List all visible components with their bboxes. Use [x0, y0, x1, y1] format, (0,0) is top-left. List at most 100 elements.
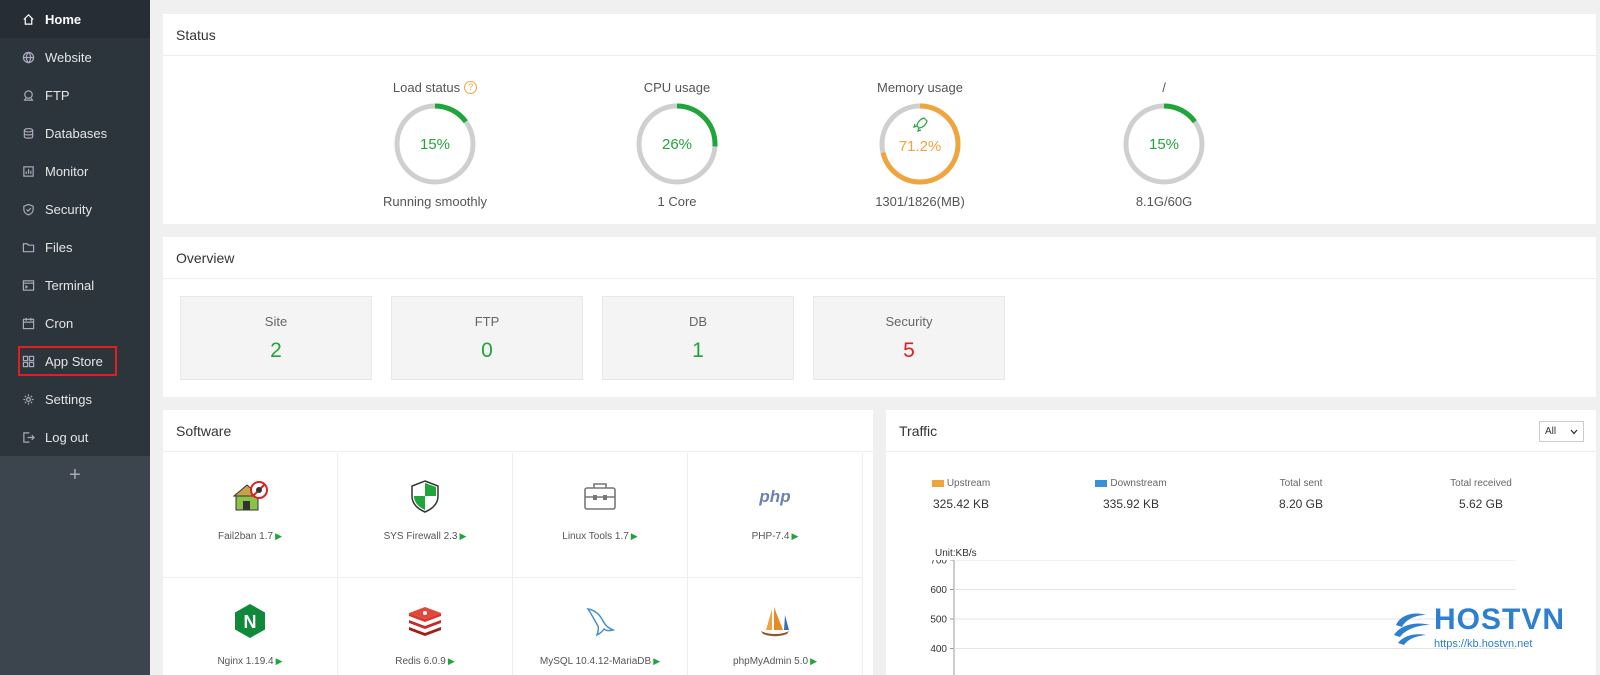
globe-icon	[22, 51, 35, 63]
sidebar-item-terminal[interactable]: Terminal	[0, 266, 150, 304]
play-arrow-icon[interactable]: ▶	[275, 531, 282, 541]
software-linux-tools[interactable]: Linux Tools 1.7 ▶	[513, 453, 688, 578]
grid-icon	[22, 355, 35, 367]
software-name: Redis 6.0.9	[395, 656, 446, 667]
overview-label: Security	[885, 314, 933, 329]
traffic-stat-label: Total sent	[1279, 478, 1323, 489]
gauge-cpu-usage[interactable]: CPU usage 26% 1 Core	[607, 78, 747, 209]
overview-panel-title: Overview	[163, 237, 1596, 279]
downstream-swatch	[1095, 480, 1108, 487]
gauge-disk-root[interactable]: / 15% 8.1G/60G	[1094, 78, 1234, 209]
sidebar-menu: Home Website FTP Databases Monitor Secur…	[0, 0, 150, 456]
hostvn-watermark: HOSTVN https://kb.hostvn.net	[1390, 603, 1590, 655]
sidebar-item-label: Cron	[45, 315, 74, 331]
overview-db[interactable]: DB 1	[602, 296, 794, 380]
gauge-value: 15%	[1149, 136, 1179, 153]
traffic-stat-label: Upstream	[946, 478, 991, 489]
gauge-load-status[interactable]: Load status ? 15% Running smoothly	[365, 78, 505, 210]
traffic-stat-value: 325.42 KB	[932, 497, 990, 511]
sidebar-item-label: Settings	[45, 391, 92, 407]
traffic-chart: 700 600 500 400	[930, 560, 1516, 675]
help-question-icon[interactable]: ?	[464, 80, 478, 94]
svg-text:N: N	[244, 612, 257, 632]
software-php[interactable]: php PHP-7.4 ▶	[688, 453, 863, 578]
ftp-icon	[23, 89, 34, 101]
play-arrow-icon[interactable]: ▶	[810, 656, 817, 666]
play-arrow-icon[interactable]: ▶	[447, 656, 455, 666]
traffic-stat-value: 335.92 KB	[1102, 497, 1160, 511]
software-phpmyadmin[interactable]: phpMyAdmin 5.0 ▶	[688, 578, 863, 675]
overview-security[interactable]: Security 5	[813, 296, 1005, 380]
gauge-label: /	[1162, 79, 1166, 95]
overview-label: DB	[688, 314, 708, 329]
sidebar-item-label: Website	[45, 49, 92, 65]
calendar-icon	[22, 317, 35, 329]
sidebar-item-databases[interactable]: Databases	[0, 114, 150, 152]
traffic-total-sent: Total sent 8.20 GB	[1226, 478, 1376, 511]
upstream-swatch	[931, 480, 944, 487]
gauge-label: CPU usage	[643, 79, 711, 95]
sidebar-item-app-store[interactable]: App Store	[0, 342, 150, 380]
sidebar-item-monitor[interactable]: Monitor	[0, 152, 150, 190]
sidebar-item-security[interactable]: Security	[0, 190, 150, 228]
logout-icon	[23, 431, 35, 443]
software-redis[interactable]: Redis 6.0.9 ▶	[338, 578, 513, 675]
play-arrow-icon[interactable]: ▶	[459, 531, 467, 541]
software-panel: Software Fail2ban 1.7 ▶ SYS Firewall 2.3 ▶	[163, 410, 873, 675]
gauge-sub: 1301/1826(MB)	[875, 194, 965, 209]
sidebar-item-label: Security	[45, 201, 92, 217]
overview-ftp[interactable]: FTP 0	[391, 296, 583, 380]
sidebar-item-label: Databases	[45, 125, 108, 141]
gauge-sub: 8.1G/60G	[1135, 194, 1193, 209]
home-icon	[23, 13, 34, 25]
traffic-downstream: Downstream 335.92 KB	[1056, 478, 1206, 511]
gauge-value: 15%	[420, 136, 450, 153]
software-panel-title: Software	[163, 410, 873, 452]
traffic-filter-select[interactable]: All	[1539, 421, 1584, 442]
chart-unit-label: Unit:KB/s	[935, 548, 977, 559]
software-sys-firewall[interactable]: SYS Firewall 2.3 ▶	[338, 453, 513, 578]
play-arrow-icon[interactable]: ▶	[275, 656, 283, 666]
overview-site[interactable]: Site 2	[180, 296, 372, 380]
software-fail2ban[interactable]: Fail2ban 1.7 ▶	[163, 453, 338, 578]
play-arrow-icon[interactable]: ▶	[630, 531, 638, 541]
sidebar-item-log-out[interactable]: Log out	[0, 418, 150, 456]
status-panel-title: Status	[163, 14, 1596, 56]
overview-label: Site	[264, 314, 288, 329]
y-tick-label: 700	[930, 560, 947, 567]
php-icon: php	[758, 487, 790, 506]
traffic-panel-title: Traffic	[886, 410, 1596, 452]
sidebar-item-label: Monitor	[45, 163, 89, 179]
traffic-total-received: Total received 5.62 GB	[1406, 478, 1556, 511]
gauge-label: Memory usage	[877, 79, 963, 95]
gauge-memory-usage[interactable]: Memory usage 71.2% 1301/1826(MB)	[850, 78, 990, 210]
gauge-sub: 1 Core	[657, 194, 697, 209]
traffic-stat-value: 5.62 GB	[1458, 497, 1504, 511]
y-tick-label: 600	[930, 585, 947, 596]
sidebar-item-home[interactable]: Home	[0, 0, 150, 38]
sidebar-item-website[interactable]: Website	[0, 38, 150, 76]
folder-icon	[22, 242, 35, 252]
sidebar-item-ftp[interactable]: FTP	[0, 76, 150, 114]
add-menu-button[interactable]: +	[69, 463, 81, 486]
software-mysql[interactable]: MySQL 10.4.12-MariaDB ▶	[513, 578, 688, 675]
play-arrow-icon[interactable]: ▶	[653, 656, 661, 666]
gear-icon	[23, 393, 34, 405]
chevron-down-icon	[1570, 429, 1578, 434]
shield-icon	[23, 203, 34, 216]
software-name: Fail2ban 1.7	[218, 531, 274, 542]
overview-label: FTP	[474, 314, 500, 329]
sidebar-item-cron[interactable]: Cron	[0, 304, 150, 342]
rocket-icon[interactable]	[913, 117, 928, 132]
software-name: Nginx 1.19.4	[217, 656, 274, 667]
overview-value: 2	[270, 339, 282, 362]
traffic-panel: Traffic All Upstream 325.42 KB Downstrea…	[886, 410, 1596, 675]
play-arrow-icon[interactable]: ▶	[791, 531, 799, 541]
sidebar-item-settings[interactable]: Settings	[0, 380, 150, 418]
software-name: MySQL 10.4.12-MariaDB	[539, 656, 652, 667]
software-nginx[interactable]: N Nginx 1.19.4 ▶	[163, 578, 338, 675]
sidebar-item-label: Files	[45, 239, 73, 255]
traffic-stat-value: 8.20 GB	[1278, 497, 1324, 511]
sidebar-item-files[interactable]: Files	[0, 228, 150, 266]
sidebar-item-label: Log out	[45, 429, 89, 445]
